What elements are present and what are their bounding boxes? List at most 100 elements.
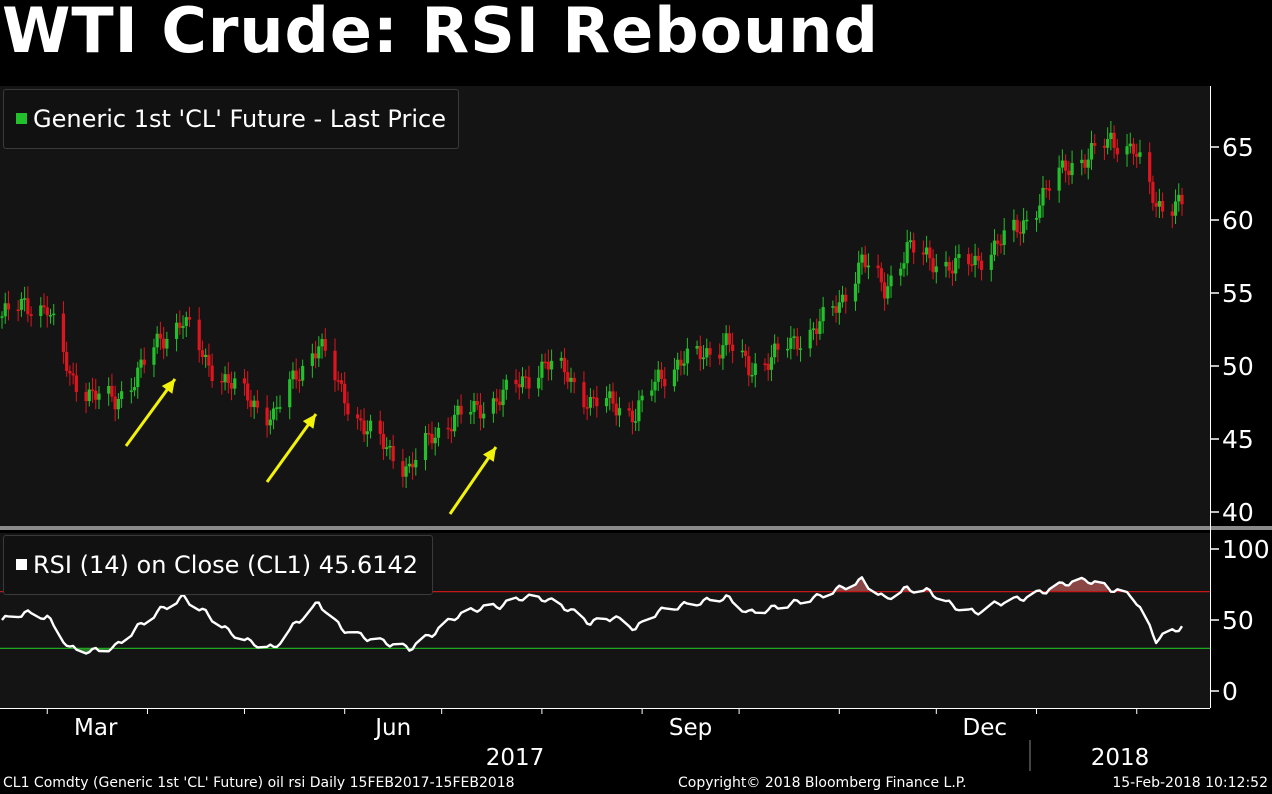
candle-down (876, 265, 880, 269)
rsi-fill-areas (76, 577, 1108, 654)
candle-up (320, 339, 324, 347)
candle-down (928, 247, 932, 259)
candle-down (381, 433, 386, 450)
candle-down (359, 418, 363, 421)
candle-down (110, 385, 114, 397)
candle-up (1057, 167, 1061, 191)
candle-down (71, 373, 75, 376)
candle-up (773, 343, 777, 358)
candle-down (323, 339, 327, 351)
candle-up (252, 400, 256, 408)
candle-up (934, 266, 938, 273)
price-tick-label: 50 (1222, 352, 1254, 381)
rsi-line (1, 576, 1183, 655)
candle-down (627, 408, 631, 411)
candle-down (6, 303, 11, 310)
candle-down (863, 254, 867, 268)
candle-up (132, 387, 137, 391)
candle-down (999, 243, 1003, 246)
candle-down (246, 383, 250, 401)
candle-up (1173, 201, 1178, 216)
candle-up (750, 374, 754, 377)
price-tick-label: 65 (1222, 133, 1254, 162)
candle-up (491, 398, 495, 414)
candle-down (614, 403, 618, 416)
candle-up (957, 254, 961, 259)
candle-up (866, 265, 871, 268)
candle-up (165, 338, 169, 349)
candle-up (1034, 217, 1039, 220)
candle-down (200, 350, 205, 358)
candle-down (1044, 187, 1048, 190)
candle-down (84, 391, 88, 402)
candle-down (391, 445, 395, 462)
candle-up (792, 336, 796, 338)
chart-title: WTI Crude: RSI Rebound (2, 0, 879, 67)
candle-down (45, 307, 49, 316)
candle-down (727, 333, 731, 345)
rsi-axis-ticks: 0 50 100 (1210, 535, 1270, 706)
candle-up (634, 421, 638, 423)
candle-up (1106, 139, 1110, 148)
candle-down (950, 270, 955, 274)
candle-down (333, 350, 337, 381)
candle-up (640, 395, 644, 401)
candle-up (414, 459, 418, 468)
candle-down (572, 377, 576, 383)
rebound-arrow (265, 413, 318, 483)
candle-down (766, 363, 770, 370)
candle-up (899, 268, 903, 276)
candle-down (595, 397, 599, 407)
candle-up (857, 262, 861, 284)
candle-up (436, 427, 441, 438)
candle-up (19, 298, 23, 310)
candle-down (90, 389, 95, 392)
candle-down (879, 268, 883, 283)
candle-down (207, 354, 211, 366)
candle-down (582, 382, 586, 408)
candle-up (233, 378, 237, 389)
candle-up (650, 390, 654, 396)
candle-up (785, 348, 790, 351)
candle-down (459, 405, 463, 415)
candle-down (94, 390, 98, 400)
candle-up (87, 389, 91, 402)
candle-down (912, 240, 916, 253)
rebound-arrowhead (482, 447, 496, 462)
candle-down (336, 380, 340, 382)
candle-down (1161, 201, 1165, 212)
candle-down (1135, 153, 1139, 157)
candle-up (860, 254, 864, 263)
candle-up (604, 398, 609, 407)
candle-up (818, 321, 822, 334)
candle-up (989, 254, 993, 270)
candle-up (456, 405, 460, 415)
candle-down (478, 405, 483, 419)
candle-up (275, 407, 279, 409)
candle-down (698, 345, 702, 360)
candle-down (611, 391, 615, 404)
candle-down (1018, 232, 1022, 234)
candle-up (48, 315, 53, 317)
footer-copyright: Copyright© 2018 Bloomberg Finance L.P. (678, 775, 967, 791)
month-label: Jun (373, 715, 411, 741)
candle-up (992, 240, 997, 255)
candle-down (495, 398, 499, 402)
candle-up (504, 379, 508, 390)
candle-up (271, 408, 276, 420)
candle-up (559, 357, 563, 361)
candle-down (566, 372, 570, 382)
price-legend-swatch (16, 113, 27, 124)
candle-down (249, 400, 253, 408)
rsi-legend: RSI (14) on Close (CL1) 45.6142 (3, 535, 434, 595)
candle-down (1102, 145, 1107, 148)
candle-down (1115, 147, 1119, 155)
candle-up (808, 329, 812, 349)
price-candles (0, 120, 1184, 489)
candle-down (294, 370, 298, 380)
candle-down (747, 356, 751, 376)
candle-up (588, 397, 592, 408)
price-tick-label: 55 (1222, 279, 1254, 308)
candle-down (663, 378, 667, 387)
candle-down (142, 359, 146, 365)
